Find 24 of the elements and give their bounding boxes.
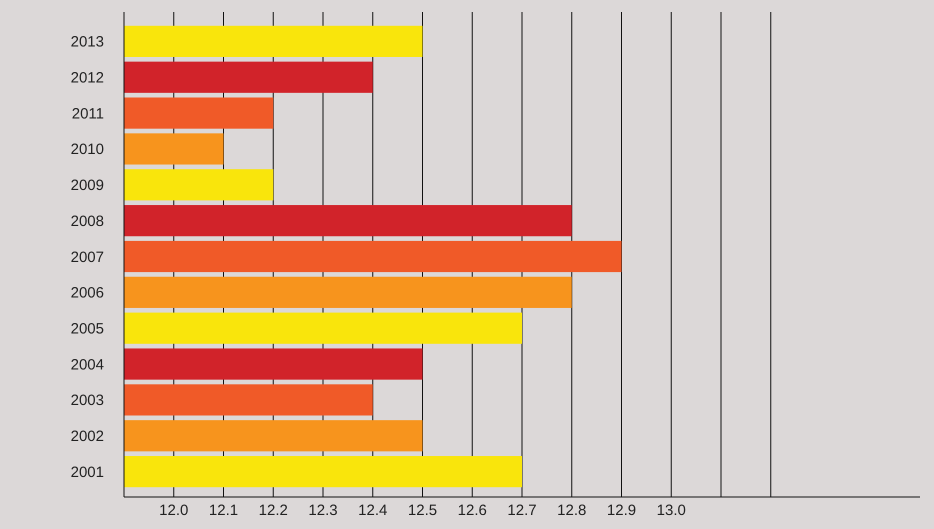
y-tick-label: 2012 bbox=[70, 69, 104, 86]
y-tick-label: 2008 bbox=[70, 212, 104, 230]
y-tick-label: 2013 bbox=[70, 34, 104, 51]
x-tick-label: 12.0 bbox=[159, 502, 188, 519]
x-tick-label: 12.5 bbox=[408, 502, 438, 519]
x-tick-label: 12.4 bbox=[358, 502, 388, 519]
y-tick-label: 2009 bbox=[70, 177, 104, 194]
y-tick-label: 2003 bbox=[70, 392, 104, 410]
x-tick-label: 12.9 bbox=[606, 502, 636, 519]
x-tick-label: 13.0 bbox=[656, 502, 686, 519]
x-tick-label: 12.6 bbox=[458, 502, 487, 519]
y-tick-label: 2004 bbox=[70, 356, 104, 374]
y-tick-label: 2007 bbox=[70, 248, 104, 266]
y-tick-label: 2001 bbox=[70, 464, 104, 481]
x-tick-label: 12.7 bbox=[507, 502, 537, 519]
x-tick-label: 12.1 bbox=[208, 502, 238, 519]
x-tick-label: 12.3 bbox=[308, 502, 338, 519]
y-tick-label: 2011 bbox=[72, 105, 104, 122]
x-tick-label: 12.8 bbox=[557, 502, 586, 519]
y-tick-label: 2005 bbox=[70, 320, 104, 338]
y-tick-label: 2002 bbox=[70, 428, 104, 446]
y-tick-label: 2010 bbox=[70, 141, 104, 158]
y-tick-label: 2006 bbox=[70, 284, 104, 302]
x-tick-label: 12.2 bbox=[258, 502, 288, 519]
